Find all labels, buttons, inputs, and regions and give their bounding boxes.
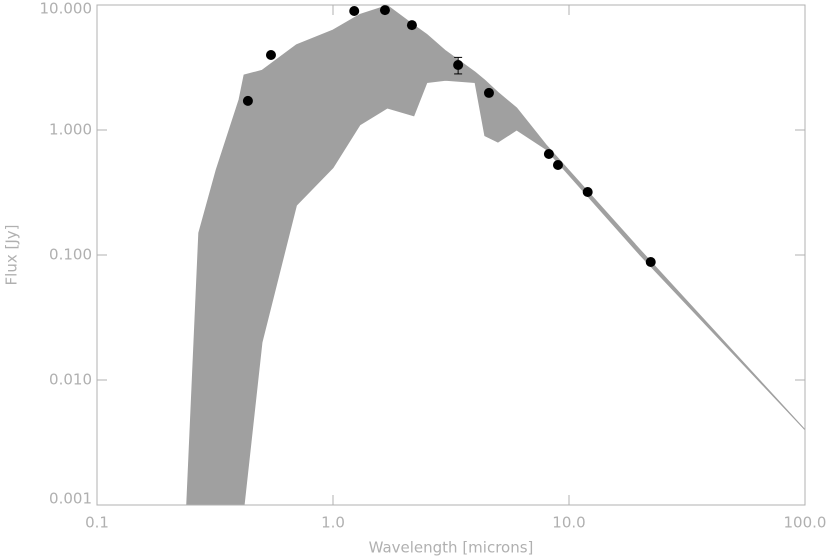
data-point — [349, 6, 360, 17]
data-point — [552, 159, 563, 170]
model-spectrum — [186, 4, 806, 506]
y-axis-label: Flux [Jy] — [3, 225, 21, 286]
y-tick-label: 10.000 — [40, 0, 93, 18]
y-tick-label: 0.100 — [49, 246, 92, 264]
data-point — [265, 50, 276, 61]
y-tick-label: 1.000 — [49, 121, 92, 139]
x-tick-label: 100.0 — [784, 514, 827, 532]
y-tick-label: 0.001 — [49, 490, 92, 508]
data-point — [453, 60, 464, 71]
data-point — [582, 187, 593, 198]
data-point — [483, 87, 494, 98]
x-tick-label: 1.0 — [321, 514, 345, 532]
x-tick-label: 0.1 — [85, 514, 109, 532]
x-axis-label: Wavelength [microns] — [369, 539, 534, 557]
data-point — [406, 20, 417, 31]
data-point — [543, 148, 554, 159]
data-point — [645, 257, 656, 268]
x-tick-label: 10.0 — [552, 514, 585, 532]
data-point — [379, 5, 390, 16]
y-tick-label: 0.010 — [49, 371, 92, 389]
data-point — [242, 95, 253, 106]
